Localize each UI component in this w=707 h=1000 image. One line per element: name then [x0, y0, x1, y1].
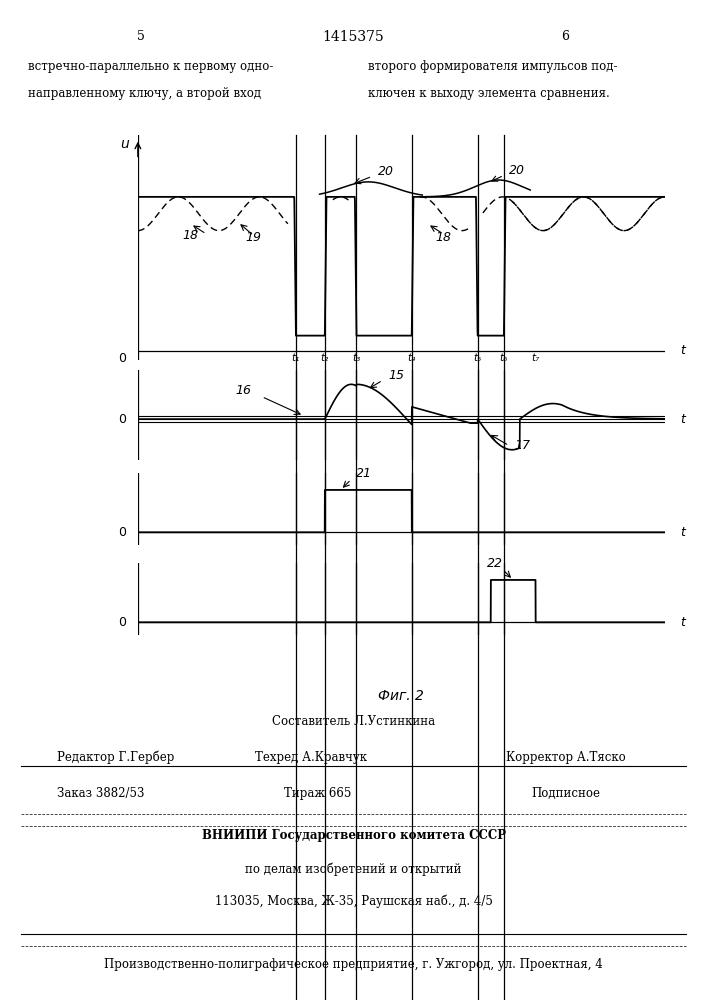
Text: 0: 0	[118, 616, 127, 629]
Text: Тираж 665: Тираж 665	[284, 787, 352, 800]
Text: t₃: t₃	[352, 353, 361, 363]
Text: Составитель Л.Устинкина: Составитель Л.Устинкина	[272, 715, 435, 728]
Text: 20: 20	[378, 165, 394, 178]
Text: по делам изобретений и открытий: по делам изобретений и открытий	[245, 862, 462, 876]
Text: t: t	[680, 526, 685, 539]
Text: 20: 20	[509, 164, 525, 177]
Text: Подписное: Подписное	[531, 787, 600, 800]
Text: t₄: t₄	[408, 353, 416, 363]
Text: 18: 18	[436, 231, 451, 244]
Text: 21: 21	[356, 467, 373, 480]
Text: Редактор Г.Гербер: Редактор Г.Гербер	[57, 751, 174, 764]
Text: 15: 15	[388, 369, 404, 382]
Text: Заказ 3882/53: Заказ 3882/53	[57, 787, 144, 800]
Text: t: t	[680, 616, 685, 629]
Text: u: u	[120, 137, 129, 151]
Text: 0: 0	[118, 526, 127, 539]
Text: ключен к выходу элемента сравнения.: ключен к выходу элемента сравнения.	[368, 87, 609, 100]
Text: 22: 22	[487, 557, 503, 570]
Text: 18: 18	[182, 229, 199, 242]
Text: 1415375: 1415375	[322, 30, 385, 44]
Text: 19: 19	[246, 231, 262, 244]
Text: Корректор А.Тяско: Корректор А.Тяско	[506, 751, 626, 764]
Text: t: t	[680, 413, 685, 426]
Text: 113035, Москва, Ж-35, Раушская наб., д. 4/5: 113035, Москва, Ж-35, Раушская наб., д. …	[214, 895, 493, 908]
Text: Производственно-полиграфическое предприятие, г. Ужгород, ул. Проектная, 4: Производственно-полиграфическое предприя…	[104, 958, 603, 971]
Text: t₆: t₆	[500, 353, 508, 363]
Text: 17: 17	[515, 439, 530, 452]
Text: направленному ключу, а второй вход: направленному ключу, а второй вход	[28, 87, 262, 100]
Text: 0: 0	[118, 413, 127, 426]
Text: второго формирователя импульсов под-: второго формирователя импульсов под-	[368, 60, 617, 73]
Text: 6: 6	[561, 30, 570, 43]
Text: t₇: t₇	[532, 353, 539, 363]
Text: встречно-параллельно к первому одно-: встречно-параллельно к первому одно-	[28, 60, 274, 73]
Text: Фиг. 2: Фиг. 2	[378, 689, 424, 703]
Text: Техред А.Кравчук: Техред А.Кравчук	[255, 751, 367, 764]
Text: t₂: t₂	[321, 353, 329, 363]
Text: t: t	[680, 344, 685, 357]
Text: t₅: t₅	[474, 353, 481, 363]
Text: 5: 5	[137, 30, 146, 43]
Text: t₁: t₁	[292, 353, 300, 363]
Text: 0: 0	[118, 353, 127, 365]
Text: ВНИИПИ Государственного комитета СССР: ВНИИПИ Государственного комитета СССР	[201, 829, 506, 842]
Text: 16: 16	[235, 384, 251, 397]
